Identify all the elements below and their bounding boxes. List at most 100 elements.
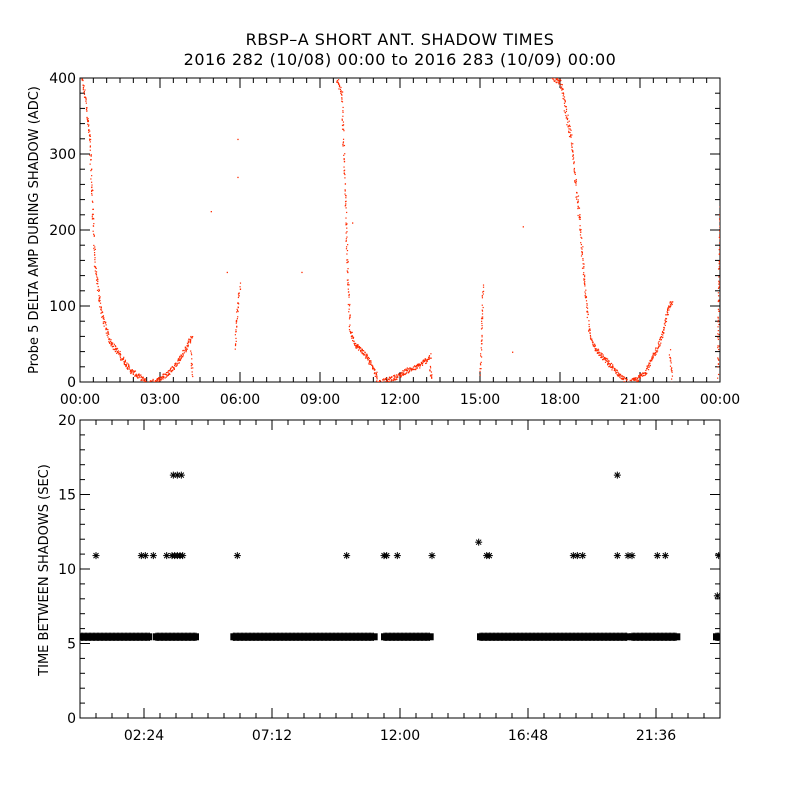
- shadow-point: [141, 377, 144, 379]
- shadow-point: [425, 358, 427, 361]
- shadow-point: [138, 373, 140, 375]
- shadow-point: [562, 97, 564, 100]
- shadow-point: [564, 100, 566, 102]
- shadow-point: [157, 378, 159, 380]
- shadow-point: [191, 371, 193, 373]
- shadow-point: [105, 329, 107, 331]
- shadow-point: [167, 374, 169, 377]
- shadow-point: [581, 237, 583, 239]
- shadow-point: [431, 376, 433, 378]
- shadow-point: [621, 377, 623, 379]
- shadow-point: [718, 286, 720, 288]
- shadow-point: [636, 377, 638, 379]
- shadow-point: [124, 363, 127, 366]
- shadow-point: [136, 375, 138, 377]
- shadow-point: [719, 238, 720, 240]
- shadow-point: [559, 84, 561, 86]
- shadow-point: [126, 367, 128, 370]
- shadow-point: [102, 322, 104, 325]
- shadow-point: [185, 349, 187, 352]
- shadow-point: [185, 349, 187, 351]
- shadow-point: [666, 313, 669, 315]
- shadow-point: [655, 353, 657, 355]
- shadow-point: [579, 215, 581, 217]
- shadow-point: [89, 146, 91, 148]
- shadow-point: [192, 335, 194, 338]
- baseline-run: [713, 632, 720, 641]
- shadow-point: [397, 376, 399, 378]
- shadow-point: [570, 129, 572, 131]
- shadow-point: [106, 334, 108, 336]
- shadow-point: [639, 375, 641, 377]
- shadow-point: [663, 323, 666, 325]
- shadow-point: [234, 334, 236, 336]
- shadow-point: [127, 366, 129, 369]
- shadow-point: [558, 83, 560, 85]
- shadow-point: [99, 306, 101, 308]
- shadow-point: [351, 331, 353, 334]
- shadow-point: [154, 381, 156, 382]
- shadow-point: [88, 129, 90, 131]
- shadow-point: [102, 315, 104, 318]
- shadow-point: [404, 373, 406, 376]
- shadow-point: [719, 225, 720, 227]
- shadow-point: [139, 374, 141, 376]
- shadow-point: [122, 358, 125, 360]
- shadow-point: [134, 375, 136, 377]
- shadow-point: [161, 378, 163, 380]
- shadow-point: [662, 334, 664, 336]
- shadow-point: [188, 338, 190, 340]
- shadow-point: [192, 367, 194, 369]
- shadow-point: [584, 285, 586, 287]
- shadow-point: [360, 347, 362, 349]
- shadow-point: [578, 216, 580, 218]
- shadow-point-trace: [190, 350, 194, 378]
- shadow-point: [609, 363, 611, 365]
- shadow-point: [644, 374, 646, 376]
- shadow-point: [553, 78, 555, 79]
- shadow-point: [388, 379, 390, 381]
- shadow-point: [561, 88, 563, 90]
- shadow-point: [173, 368, 176, 370]
- shadow-point: [591, 340, 593, 342]
- shadow-point: [633, 377, 635, 379]
- shadow-point: [389, 381, 391, 382]
- shadow-point: [236, 311, 238, 313]
- shadow-point: [659, 345, 661, 347]
- shadow-point: [85, 97, 87, 99]
- shadow-point: [347, 244, 349, 246]
- shadow-point: [717, 295, 720, 297]
- shadow-point: [163, 373, 165, 375]
- shadow-point: [352, 222, 354, 224]
- shadow-point: [718, 236, 720, 238]
- shadow-point: [392, 375, 395, 377]
- shadow-point: [670, 370, 673, 372]
- shadow-point: [100, 307, 102, 309]
- shadow-point: [349, 303, 351, 306]
- shadow-point: [592, 341, 594, 344]
- shadow-point: [89, 149, 91, 151]
- shadow-point: [93, 247, 95, 249]
- shadow-point: [429, 365, 432, 368]
- shadow-point: [598, 351, 600, 353]
- shadow-point: [619, 375, 621, 377]
- shadow-point: [560, 87, 562, 89]
- shadow-point: [118, 353, 120, 355]
- shadow-point: [357, 345, 359, 347]
- shadow-point: [103, 317, 105, 319]
- shadow-point: [617, 374, 620, 376]
- shadow-point: [362, 353, 365, 355]
- shadow-point: [637, 378, 639, 380]
- shadow-point: [575, 182, 577, 184]
- shadow-point: [587, 311, 589, 313]
- shadow-point: [617, 375, 620, 377]
- shadow-point: [90, 159, 92, 161]
- shadow-point: [607, 360, 609, 362]
- shadow-point: [572, 157, 575, 159]
- shadow-point: [84, 96, 86, 98]
- shadow-point: [598, 352, 600, 354]
- shadow-point: [572, 143, 574, 145]
- shadow-point: [96, 282, 98, 285]
- shadow-point: [663, 326, 665, 329]
- y-tick-label: 15: [58, 488, 76, 504]
